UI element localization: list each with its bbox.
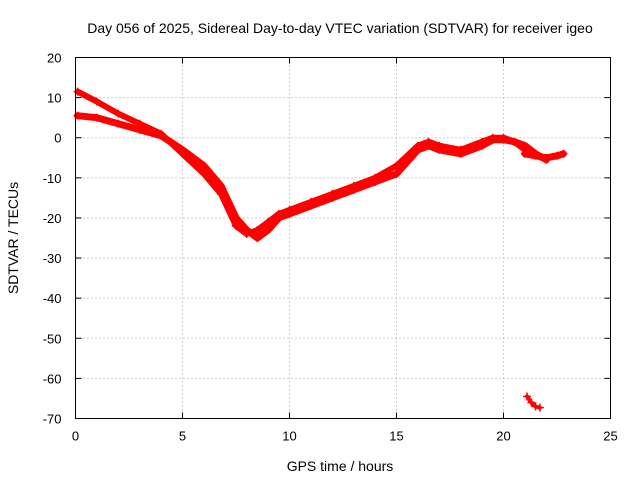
y-tick-label: -40 (43, 291, 62, 306)
plot-series (73, 87, 568, 412)
data-point (253, 234, 262, 242)
data-point (520, 149, 529, 158)
data-point (242, 229, 251, 238)
x-axis-label: GPS time / hours (287, 458, 394, 474)
data-point (542, 153, 551, 162)
data-point (232, 221, 240, 230)
data-point (217, 181, 226, 190)
data-point (157, 129, 166, 138)
plot-frame (75, 57, 611, 419)
data-point (253, 225, 262, 234)
data-point (424, 137, 433, 146)
y-tick-label: 20 (47, 51, 61, 66)
data-point (285, 205, 294, 214)
x-tick-label: 10 (282, 429, 296, 444)
axis-ticks: 0 5 10 15 20 25 20 10 0 -10 -20 -30 -40 -50 -60 -70 (43, 51, 618, 444)
y-tick-label: -70 (43, 412, 62, 427)
data-point (114, 119, 123, 128)
data-point (264, 225, 273, 234)
data-point (531, 402, 540, 411)
x-tick-label: 5 (179, 429, 186, 444)
data-point (92, 113, 101, 122)
x-tick-label: 0 (72, 429, 79, 444)
data-point (523, 392, 532, 401)
chart-title: Day 056 of 2025, Sidereal Day-to-day VTE… (87, 20, 593, 36)
y-tick-label: -60 (43, 371, 62, 386)
data-point (527, 398, 536, 407)
x-tick-label: 20 (496, 429, 510, 444)
data-point (73, 111, 82, 120)
data-point (392, 161, 401, 170)
data-point (92, 97, 101, 106)
data-point (413, 141, 422, 150)
y-tick-label: 0 (54, 131, 61, 146)
data-point (274, 209, 283, 218)
data-point (553, 151, 561, 160)
data-point (199, 161, 208, 170)
data-point (499, 133, 508, 142)
y-axis-label: SDTVAR / TECUs (5, 182, 21, 294)
data-point (456, 145, 465, 154)
data-point (264, 217, 273, 226)
data-point (392, 169, 401, 178)
y-tick-label: -10 (43, 171, 62, 186)
data-point (559, 149, 568, 158)
data-point (135, 119, 144, 128)
x-tick-label: 25 (603, 429, 617, 444)
series-line (74, 112, 550, 242)
series-line (74, 88, 528, 237)
y-tick-label: -50 (43, 331, 62, 346)
data-point (114, 109, 123, 118)
data-point (488, 133, 497, 142)
data-point (478, 137, 487, 146)
y-tick-label: -20 (43, 211, 62, 226)
data-point (510, 137, 519, 146)
x-tick-label: 15 (389, 429, 403, 444)
data-point (178, 149, 187, 158)
data-point (371, 173, 380, 182)
data-point (531, 151, 540, 160)
y-tick-label: -30 (43, 251, 62, 266)
data-point (306, 197, 315, 206)
data-point (435, 141, 444, 150)
y-tick-label: 10 (47, 91, 61, 106)
data-point (349, 181, 358, 190)
grid (75, 57, 611, 419)
data-point (73, 87, 82, 96)
data-point (328, 189, 337, 198)
data-point (535, 403, 544, 412)
data-point (199, 169, 208, 178)
data-point (217, 189, 226, 198)
